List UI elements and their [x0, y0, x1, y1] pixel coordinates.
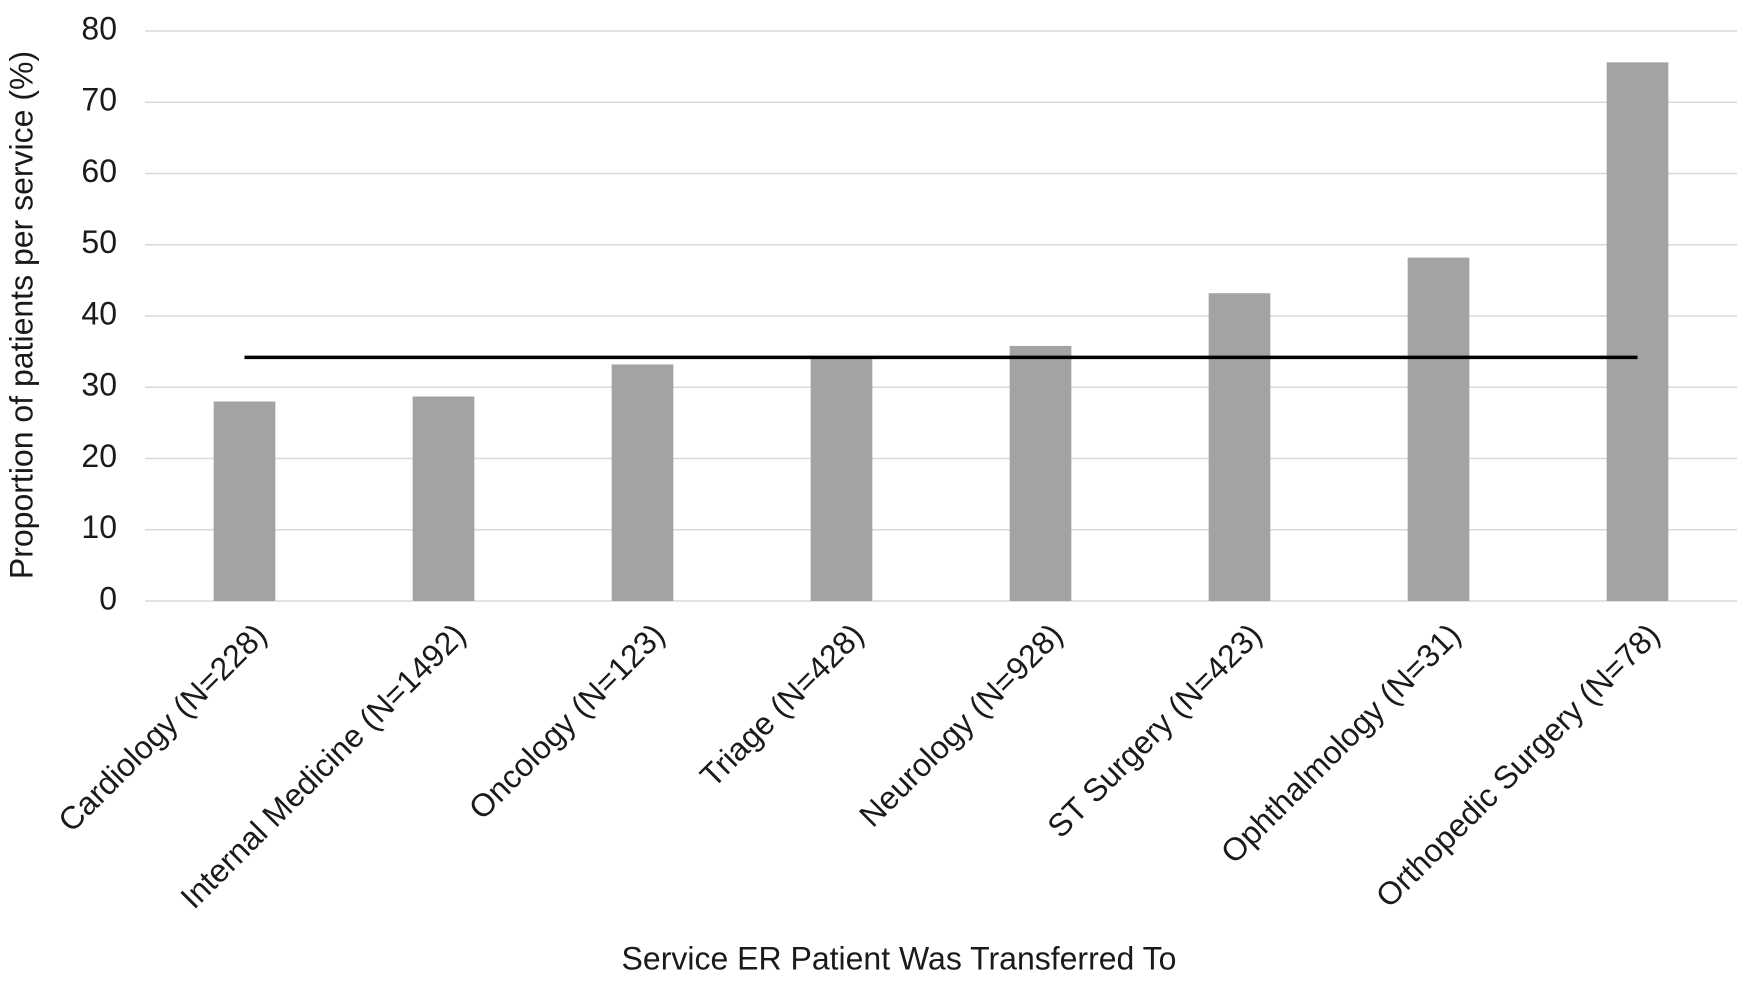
y-axis-title: Proportion of patients per service (%) [3, 51, 39, 579]
y-tick-label: 30 [81, 367, 117, 403]
x-tick-label: Triage (N=428) [693, 616, 870, 793]
y-tick-label: 40 [81, 295, 117, 331]
y-tick-label: 20 [81, 438, 117, 474]
x-tick-label: Neurology (N=928) [852, 616, 1069, 833]
y-tick-label: 60 [81, 153, 117, 189]
y-tick-label: 70 [81, 82, 117, 118]
y-tick-label: 50 [81, 224, 117, 260]
bar [810, 358, 873, 601]
y-tick-label: 0 [99, 580, 117, 616]
y-tick-label: 80 [81, 10, 117, 46]
bar [213, 401, 276, 601]
x-axis-title: Service ER Patient Was Transferred To [622, 940, 1177, 976]
bar [412, 396, 475, 601]
bar [1407, 257, 1470, 601]
x-tick-label: Cardiology (N=228) [51, 616, 273, 838]
bar [1009, 345, 1072, 601]
bar [1606, 62, 1669, 602]
x-tick-label: ST Surgery (N=423) [1040, 616, 1268, 844]
x-tick-label: Oncology (N=123) [462, 616, 672, 826]
bar [611, 364, 674, 601]
y-tick-label: 10 [81, 509, 117, 545]
bar [1208, 293, 1271, 601]
